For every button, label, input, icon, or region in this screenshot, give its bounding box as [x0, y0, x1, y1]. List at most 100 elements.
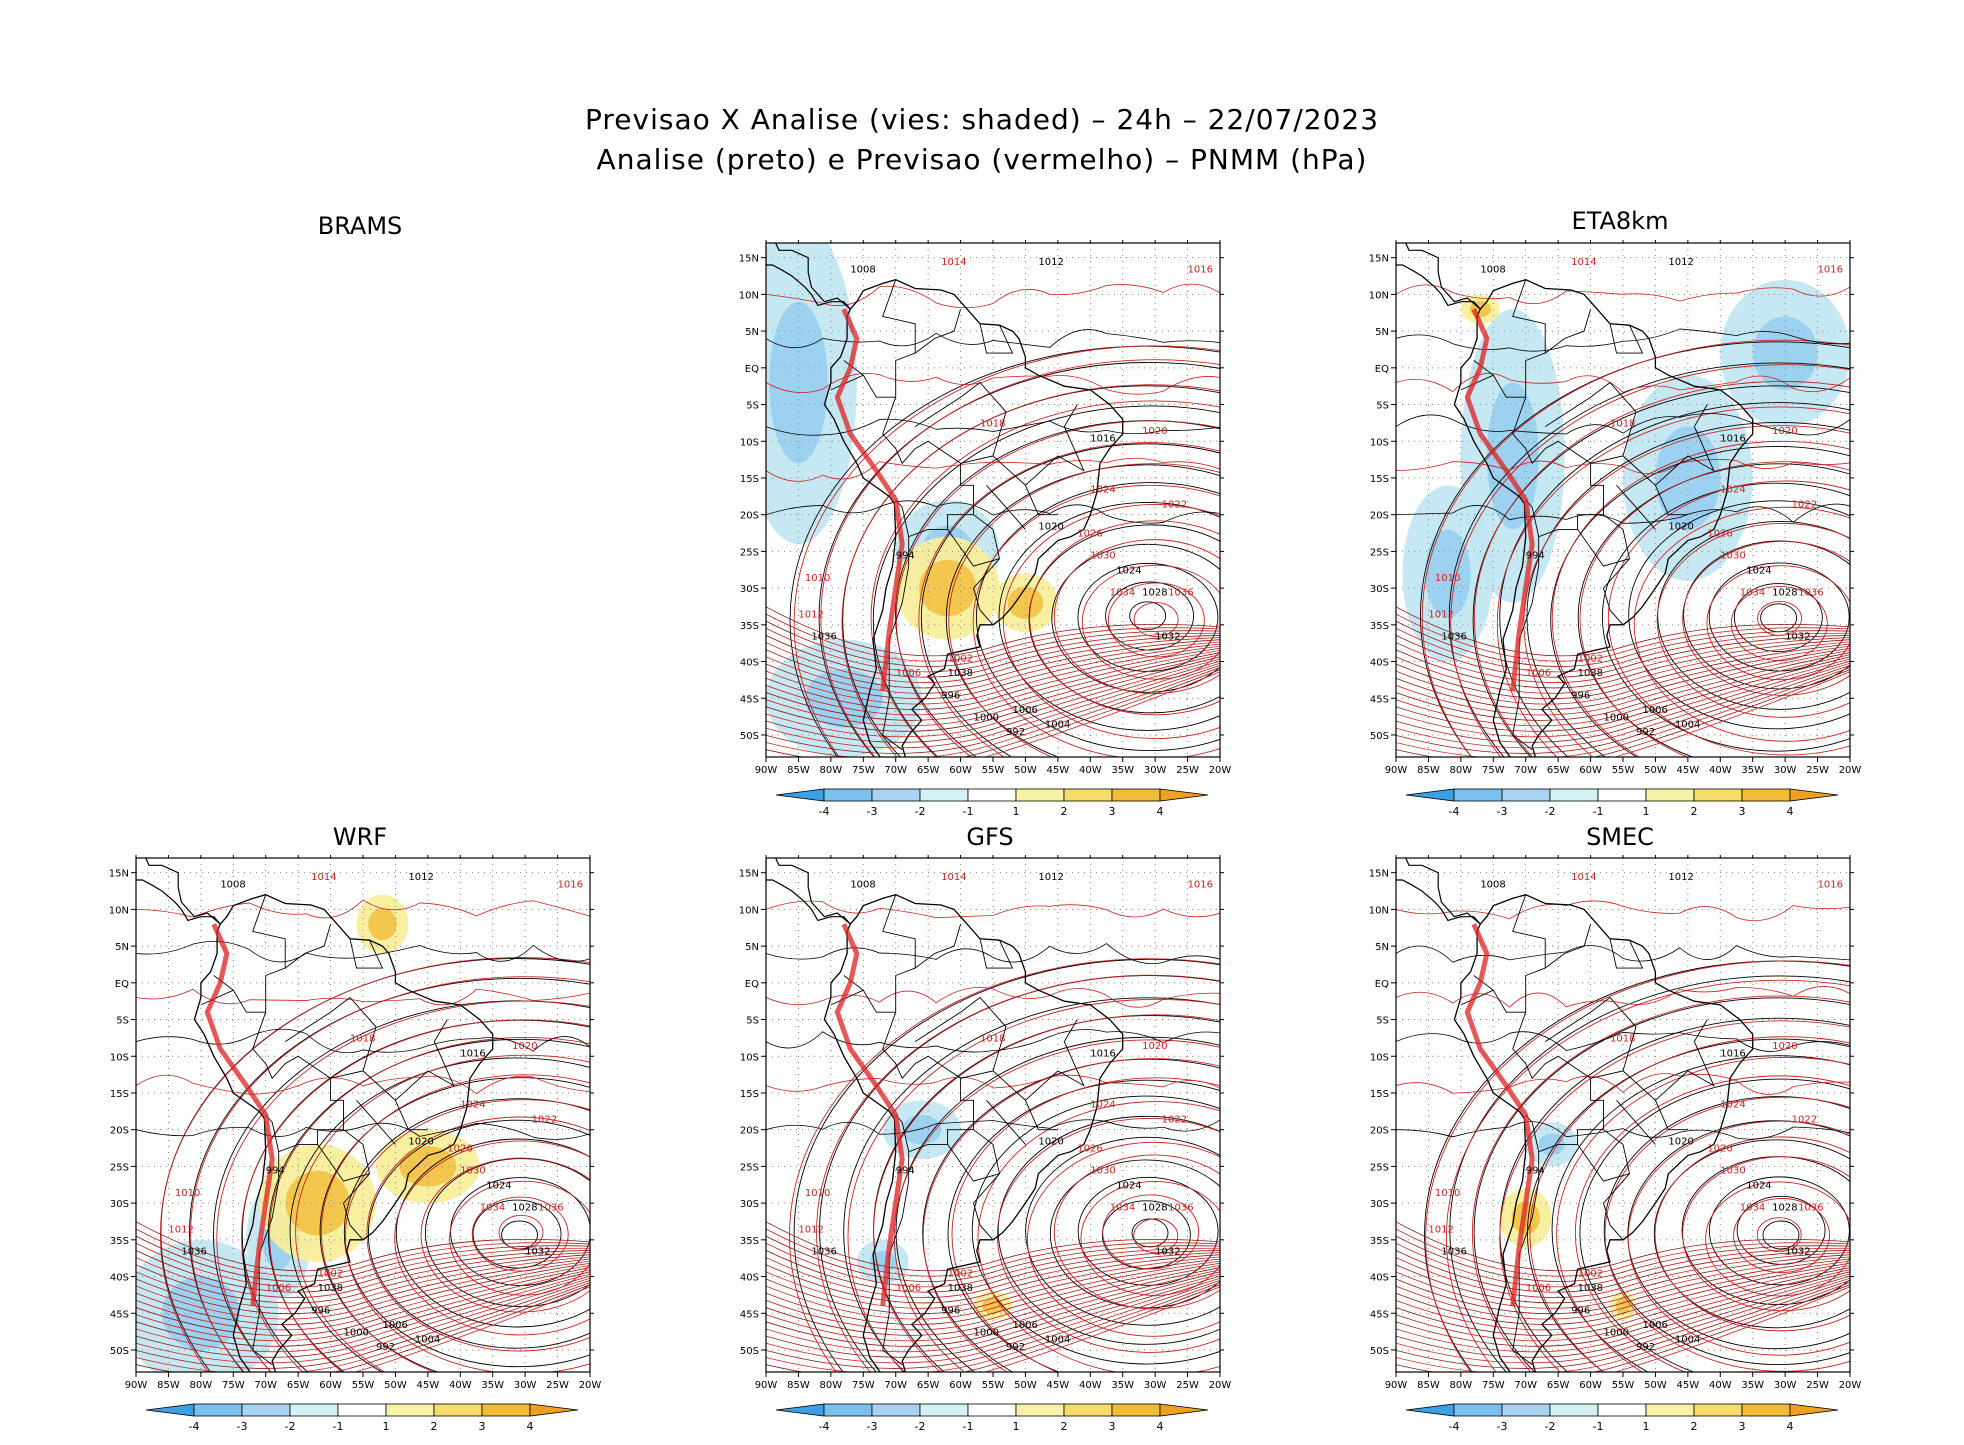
forecast-isobar [1472, 995, 1850, 1372]
isobar-label-forecast: 1012 [798, 609, 823, 620]
southern-isobar [136, 1256, 590, 1309]
forecast-isobar [190, 976, 590, 1372]
lat-label: 15N [109, 869, 129, 880]
lat-label: 20S [1370, 511, 1389, 522]
southern-isobar [766, 641, 1220, 694]
isobar-label-forecast: 1016 [558, 879, 583, 890]
lat-label: 15S [1370, 1089, 1389, 1100]
analysis-isobar [843, 997, 1220, 1372]
lon-label: 20W [1839, 765, 1862, 776]
isobar-label-analysis: 1016 [1720, 433, 1745, 444]
lat-label: 5S [1376, 401, 1389, 412]
lon-label: 55W [982, 1380, 1005, 1391]
lat-label: 40S [740, 1273, 759, 1284]
lon-label: 25W [1806, 765, 1829, 776]
forecast-isobar [1499, 1020, 1850, 1372]
southern-isobar [1396, 669, 1850, 757]
lon-label: 70W [884, 1380, 907, 1391]
southern-isobar [136, 1221, 590, 1272]
lon-label: 85W [787, 1380, 810, 1391]
southern-isobar [136, 1254, 590, 1304]
forecast-isobar [1523, 425, 1850, 757]
coastline-central-america [1396, 858, 1481, 925]
lon-label: 80W [820, 765, 843, 776]
southern-isobar [1396, 660, 1850, 743]
southern-isobar [1396, 1256, 1850, 1309]
isobar-label-analysis: 1000 [344, 1327, 369, 1338]
isobar-label-forecast: 1024 [1720, 1100, 1745, 1111]
country-border [1655, 404, 1715, 486]
southern-isobar [766, 613, 1220, 662]
isobar-label-forecast: 1030 [460, 1166, 485, 1177]
bias-shading-negative-core [1425, 529, 1471, 618]
tropical-isobar [1396, 900, 1850, 922]
lat-label: 20S [1370, 1126, 1389, 1137]
tropical-isobar [1396, 413, 1850, 436]
andes-contour-cluster [1464, 923, 1535, 1307]
lon-label: 75W [222, 1380, 245, 1391]
isobar-label-forecast: 1016 [1188, 879, 1213, 890]
southern-isobar [766, 606, 1220, 657]
lon-label: 25W [1806, 1380, 1829, 1391]
tropical-isobar [766, 283, 1220, 309]
colorbar-label: 4 [1157, 1420, 1164, 1433]
colorbar-segment [433, 1403, 483, 1417]
southern-isobar [766, 1275, 1220, 1358]
country-border [914, 996, 1007, 1072]
lon-label: 65W [287, 1380, 310, 1391]
panel-label-wrf: WRF [332, 823, 388, 851]
country-border [1609, 323, 1644, 354]
forecast-isobar [241, 1019, 590, 1372]
analysis-isobar [971, 1095, 1220, 1365]
isobar-label-forecast: 1022 [1162, 499, 1187, 510]
colorbar-arrow-right [1159, 1403, 1209, 1417]
country-border [356, 1100, 396, 1145]
coastline [1453, 894, 1754, 1372]
southern-isobar [1396, 643, 1850, 700]
southern-isobar [766, 1279, 1220, 1369]
tropical-isobar [1396, 945, 1850, 963]
forecast-isobar [1496, 406, 1850, 757]
lat-label: 50S [1370, 1346, 1389, 1357]
colorbar-label: -2 [1545, 1420, 1556, 1433]
tropical-isobar [766, 900, 1220, 919]
southern-isobar [1396, 641, 1850, 694]
forecast-isobar [320, 1074, 590, 1372]
isobar-label-analysis: 1000 [974, 712, 999, 723]
colorbar-segment [385, 1403, 435, 1417]
analysis-isobar [1603, 1096, 1850, 1366]
isobar-label-forecast: 1022 [532, 1114, 557, 1125]
forecast-isobar [1421, 339, 1850, 757]
lon-label: 50W [1014, 765, 1037, 776]
southern-isobar [1396, 627, 1850, 673]
forecast-isobar [870, 400, 1220, 757]
lon-label: 30W [1144, 765, 1167, 776]
analysis-isobar [1473, 997, 1850, 1372]
andes-contour-cluster [204, 923, 275, 1307]
southern-isobar [766, 654, 1220, 727]
country-border [914, 381, 1007, 457]
bias-shading-positive-core [919, 559, 977, 617]
isobar-label-analysis: 994 [896, 1166, 915, 1177]
analysis-isobar [895, 1036, 1220, 1372]
colorbar-segment [1645, 788, 1695, 802]
country-border [1512, 397, 1604, 538]
lon-label: 80W [820, 1380, 843, 1391]
colorbar-label: 2 [431, 1420, 438, 1433]
lat-label: 50S [740, 731, 759, 742]
southern-isobar [1396, 664, 1850, 754]
coastline [823, 894, 1124, 1372]
lat-label: EQ [745, 979, 759, 990]
lon-label: 20W [1839, 1380, 1862, 1391]
colorbar-arrow-right [529, 1403, 579, 1417]
isobar-label-analysis: 1004 [1045, 1335, 1070, 1346]
southern-isobar [766, 1242, 1220, 1288]
isobar-label-analysis: 992 [1006, 727, 1025, 738]
colorbar-segment [1063, 1403, 1113, 1417]
isobar-label-analysis: 1032 [1155, 1247, 1180, 1258]
andes-contour-cluster [1464, 308, 1535, 692]
isobar-label-analysis: 1032 [525, 1247, 550, 1258]
country-border [1460, 374, 1494, 391]
lon-label: 75W [1482, 1380, 1505, 1391]
isobar-label-analysis: 1038 [1578, 1283, 1603, 1294]
